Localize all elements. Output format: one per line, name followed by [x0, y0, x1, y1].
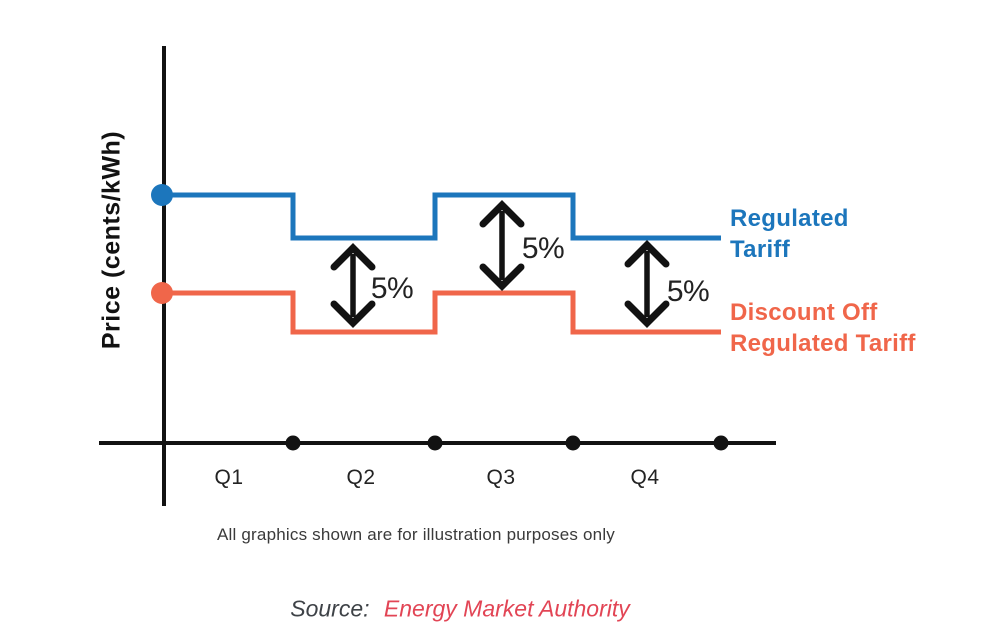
quarter-tick-dot-q4 — [713, 435, 729, 451]
legend-discount-line1: Discount Off — [730, 299, 878, 326]
discount-tariff-start-dot — [151, 282, 173, 304]
gap-arrow-q4-icon — [624, 240, 670, 328]
x-axis-label-q4: Q4 — [630, 466, 660, 489]
source-prefix: Source: — [290, 595, 370, 622]
legend-regulated-line2: Tariff — [730, 236, 791, 263]
y-axis-label: Price (cents/kWh) — [97, 130, 126, 350]
regulated-tariff-line — [162, 192, 721, 241]
quarter-tick-dot-q1 — [285, 435, 301, 451]
gap-arrow-q3-icon — [479, 200, 525, 291]
gap-arrow-q2-icon — [330, 243, 376, 328]
gap-percent-label-q3: 5% — [521, 232, 565, 265]
gap-percent-label-q4: 5% — [666, 275, 710, 308]
legend-discount-line2: Regulated Tariff — [730, 330, 916, 357]
legend-regulated-line1: Regulated — [730, 205, 849, 232]
source-link[interactable]: Energy Market Authority — [383, 595, 630, 622]
x-axis-label-q1: Q1 — [214, 466, 244, 489]
legend-regulated-tariff: Regulated Tariff — [730, 203, 849, 265]
source-line: Source: Energy Market Authority — [290, 596, 630, 623]
regulated-tariff-start-dot — [151, 184, 173, 206]
gap-percent-label-q2: 5% — [370, 272, 414, 305]
quarter-tick-dot-q2 — [427, 435, 443, 451]
legend-discount-tariff: Discount Off Regulated Tariff — [730, 297, 916, 359]
x-axis-label-q3: Q3 — [486, 466, 516, 489]
disclaimer-caption: All graphics shown are for illustration … — [216, 525, 616, 544]
quarter-tick-dot-q3 — [565, 435, 581, 451]
discount-tariff-line — [162, 290, 721, 335]
x-axis-label-q2: Q2 — [346, 466, 376, 489]
